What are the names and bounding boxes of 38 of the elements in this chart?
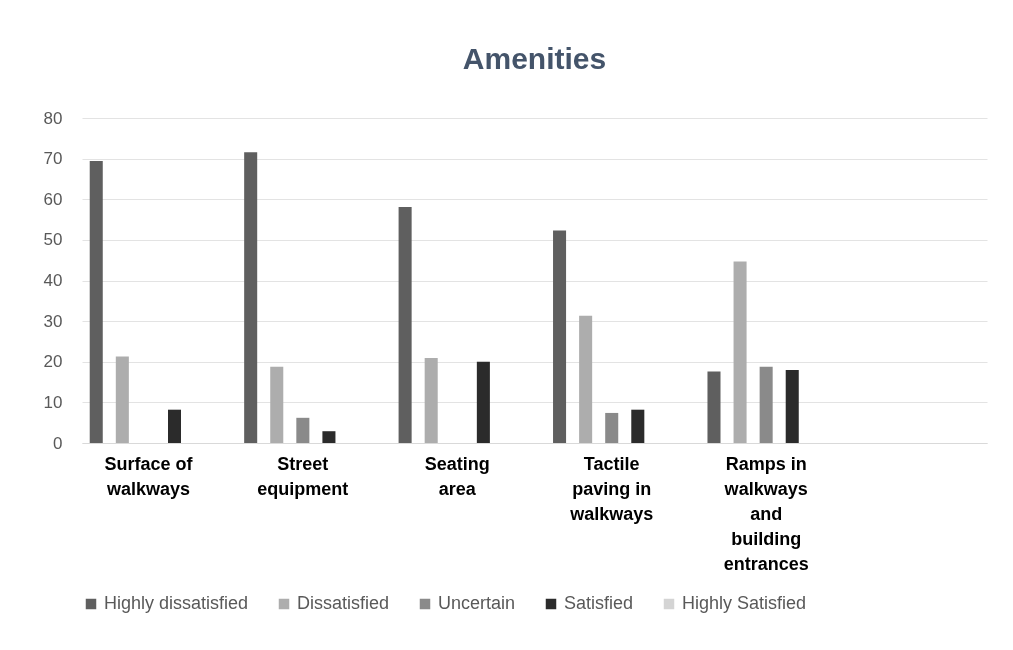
bar	[398, 206, 412, 443]
y-tick-label: 70	[43, 149, 63, 169]
legend-label: Dissatisfied	[297, 593, 390, 613]
legend-label: Highly Satisfied	[682, 593, 807, 613]
x-tick-label: Street equipment	[257, 453, 349, 499]
x-tick-label: Seating area	[424, 453, 490, 499]
bar	[476, 361, 490, 443]
y-tick-label: 40	[43, 271, 63, 290]
bar	[553, 230, 567, 443]
bar	[89, 161, 103, 443]
y-tick-label: 60	[43, 189, 63, 209]
y-tick-label: 50	[43, 230, 63, 250]
bar	[759, 366, 773, 443]
bar	[115, 356, 129, 443]
bar	[244, 152, 258, 443]
chart-title: Amenities	[462, 42, 607, 75]
bar	[605, 412, 619, 443]
bar	[579, 315, 593, 443]
y-tick-label: 20	[43, 352, 63, 372]
bar	[296, 417, 310, 443]
bar	[785, 369, 799, 443]
legend-label: Uncertain	[438, 593, 516, 613]
bar	[707, 371, 721, 443]
y-tick-label: 80	[43, 108, 63, 128]
bar	[270, 366, 284, 443]
bar	[424, 358, 438, 443]
x-tick-label: Tactile paving in walkways	[569, 453, 654, 524]
y-tick-label: 0	[53, 433, 63, 453]
bar	[631, 409, 645, 443]
legend-label: Satisfied	[564, 593, 634, 613]
bar	[733, 261, 747, 443]
x-tick-label: Surface of walkways	[104, 453, 194, 499]
y-tick-label: 10	[43, 392, 63, 412]
x-tick-label: Ramps in walkways and building entrances	[723, 453, 809, 574]
legend-label: Highly dissatisfied	[104, 593, 249, 613]
bar	[167, 409, 182, 443]
bar	[322, 431, 336, 443]
y-tick-label: 30	[43, 311, 63, 331]
